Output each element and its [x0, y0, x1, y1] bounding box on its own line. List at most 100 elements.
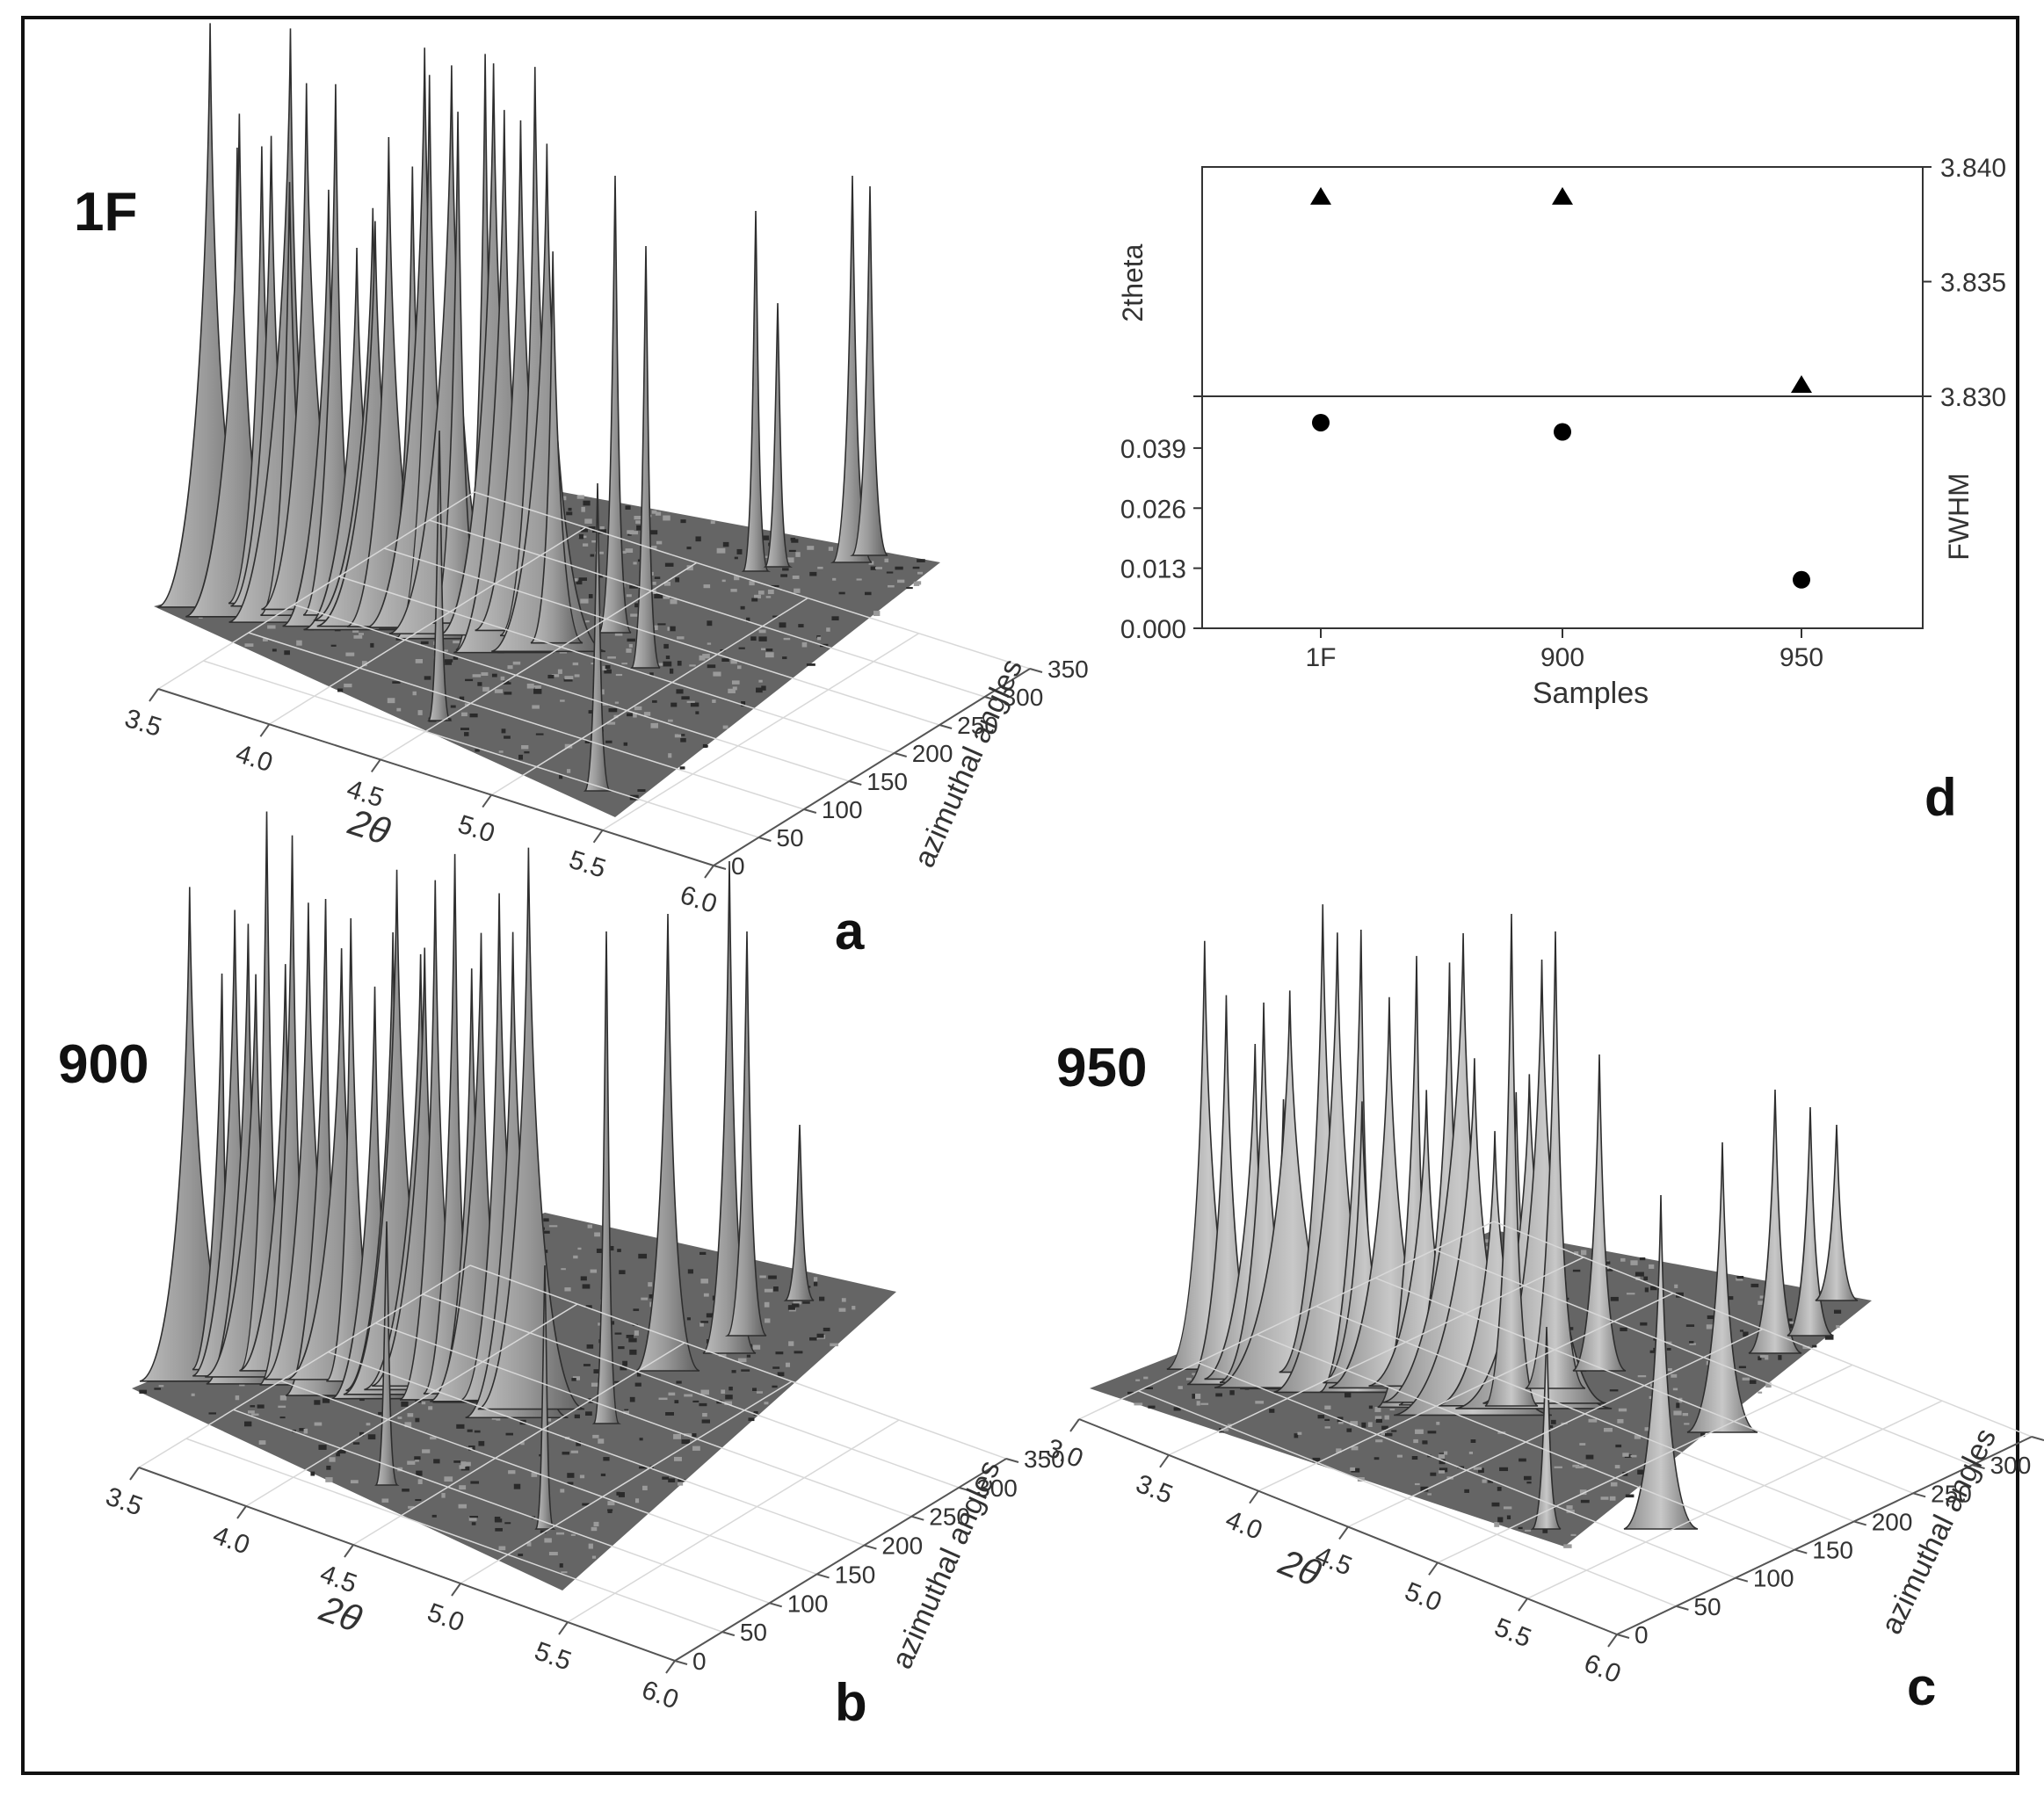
surface-panel-b: 3.54.04.55.05.56.02θ05010015020025030035… [58, 811, 1065, 1732]
surface-noise-mark [633, 1308, 640, 1311]
x-tick [592, 830, 604, 844]
surface-noise-mark [713, 671, 721, 677]
surface-noise-mark [500, 676, 505, 681]
surface-noise-mark [596, 1248, 605, 1253]
surface-noise-mark [700, 1279, 708, 1284]
x-tick [1607, 1634, 1618, 1648]
surface-noise-mark [557, 669, 562, 674]
surface-noise-mark [420, 641, 429, 645]
surface-noise-mark [740, 605, 745, 610]
surface-noise-mark [728, 1387, 733, 1391]
surface-noise-mark [244, 1421, 252, 1427]
surface-noise-mark [461, 712, 468, 717]
surface-noise-mark [702, 743, 707, 748]
plot-frame-d [1201, 166, 1924, 629]
y-tick [894, 752, 907, 757]
figure-frame [21, 16, 2019, 1775]
surface-noise-mark [1525, 1529, 1532, 1532]
x-tick-label: 4.0 [209, 1520, 253, 1560]
y-axis-line [1616, 1436, 2033, 1635]
surface-noise-mark [614, 701, 620, 704]
surface-noise-mark [1789, 1321, 1796, 1324]
surface-noise-mark [761, 685, 766, 691]
y-tick [1735, 1576, 1749, 1583]
y-tick [1972, 1464, 1985, 1470]
surface-noise-mark [1338, 1421, 1344, 1424]
surface-noise-mark [634, 706, 642, 711]
triangle-marker-2theta [1552, 186, 1573, 205]
floor-grid-line [1078, 1221, 1495, 1420]
surface-noise-mark [1575, 1466, 1584, 1469]
surface-noise-mark [757, 591, 765, 595]
surface-noise-mark [656, 540, 663, 545]
surface-noise-mark [401, 1402, 409, 1407]
surface-noise-mark [753, 1410, 758, 1416]
floor-grid-line [602, 633, 919, 831]
surface-noise-mark [1736, 1278, 1743, 1281]
surface-noise-mark [415, 1498, 422, 1502]
surface-noise-mark [456, 1424, 465, 1429]
surface-noise-mark [1312, 1457, 1321, 1462]
surface-noise-mark [559, 1563, 563, 1568]
surface-noise-mark [576, 495, 584, 499]
surface-noise-mark [831, 616, 839, 621]
x-tick-label: 5.5 [566, 845, 610, 884]
surface-noise-mark [665, 1411, 674, 1416]
x-axis-label-samples: Samples [1533, 677, 1649, 710]
surface-noise-mark [838, 1308, 846, 1312]
surface-noise-mark [874, 567, 883, 569]
surface-noise-mark [675, 577, 680, 583]
surface-noise-mark [692, 1446, 700, 1451]
surface-noise-mark [1676, 1292, 1684, 1298]
surface-noise-mark [702, 1412, 707, 1417]
surface-noise-mark [572, 1376, 581, 1380]
surface-noise-mark [1609, 1496, 1616, 1501]
surface-noise-mark [1324, 1426, 1330, 1429]
surface-noise-mark [664, 562, 674, 567]
surface-noise-mark [637, 789, 646, 793]
surface-noise-mark [1294, 1433, 1299, 1438]
surface-noise-mark [588, 594, 593, 598]
surface-noise-mark [408, 1505, 415, 1509]
x-tick-label: 5.0 [454, 810, 498, 849]
surface-noise-mark [798, 624, 804, 628]
surface-noise-mark [526, 1541, 532, 1547]
surface-noise-mark [1765, 1382, 1772, 1388]
surface-peak [741, 210, 771, 572]
surface-noise-mark [583, 1364, 591, 1366]
surface-noise-mark [1579, 1489, 1587, 1496]
surface-noise-mark [725, 1395, 733, 1400]
floor-grid-line [1437, 1364, 1853, 1564]
x-tick [259, 723, 271, 737]
surface-noise-mark [624, 1409, 629, 1411]
surface-noise-mark [1833, 1309, 1842, 1314]
surface-noise-mark [555, 1532, 565, 1535]
y-tick [911, 1515, 924, 1521]
surface-noise-mark [1482, 1479, 1487, 1483]
surface-noise-mark [591, 1526, 598, 1532]
surface-noise-mark [422, 1449, 431, 1453]
surface-noise-mark [1812, 1344, 1817, 1348]
surface-noise-mark [540, 1530, 547, 1533]
surface-noise-mark [1436, 1421, 1440, 1425]
surface-noise-mark [329, 1457, 336, 1462]
surface-noise-mark [444, 659, 453, 663]
surface-noise-mark [700, 1321, 709, 1323]
surface-peak [1484, 913, 1539, 1407]
surface-noise-mark [629, 584, 639, 589]
surface-noise-mark [686, 565, 693, 571]
surface-noise-mark [738, 647, 745, 649]
surface-noise-mark [793, 1300, 801, 1305]
surface-noise-mark [361, 661, 367, 667]
surface-noise-mark [504, 692, 512, 695]
surface-noise-mark [670, 598, 678, 605]
x-tick [1159, 1454, 1170, 1468]
surface-noise-mark [1351, 1467, 1360, 1473]
surface-noise-mark [737, 665, 742, 670]
x-tick-label: 5.5 [531, 1636, 575, 1676]
y-axis-line [674, 1458, 1007, 1662]
surface-noise-mark [635, 520, 641, 524]
surface-noise-mark [654, 593, 663, 598]
surface-noise-mark [370, 642, 374, 648]
surface-noise-mark [598, 1438, 605, 1444]
